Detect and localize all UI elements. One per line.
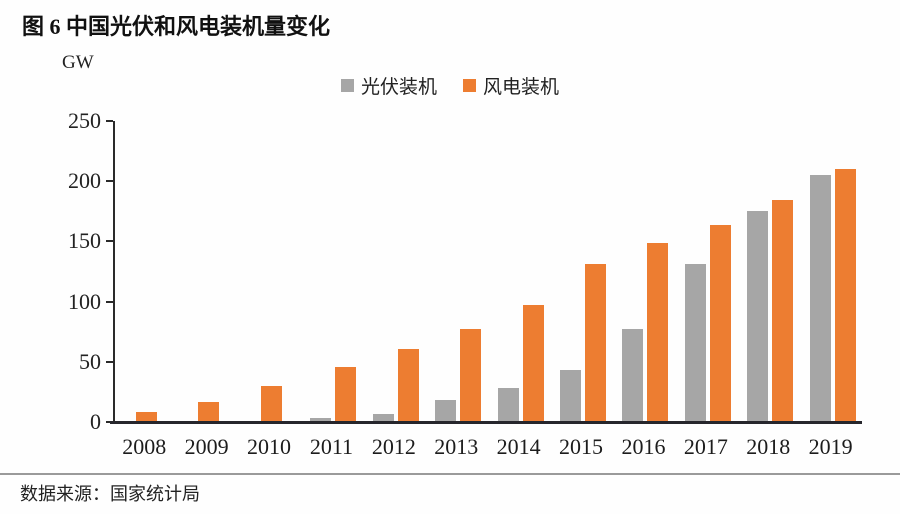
x-axis-label-2009: 2009 xyxy=(184,434,229,459)
bar-wind-2013 xyxy=(460,329,482,422)
x-axis-label-2019: 2019 xyxy=(808,434,853,459)
plot-area: 0 50 100 150 200 250 xyxy=(68,108,864,434)
x-axis-label-2018: 2018 xyxy=(746,434,791,459)
x-axis-label-2010: 2010 xyxy=(247,434,292,459)
legend-item-pv: 光伏装机 xyxy=(340,72,437,99)
bar-group-2015 xyxy=(560,121,607,422)
bar-pv-2019 xyxy=(809,175,831,422)
y-tick-mark xyxy=(106,421,113,423)
bar-group-2019 xyxy=(809,121,856,422)
bar-pv-2014 xyxy=(497,388,519,422)
bar-group-2009 xyxy=(185,121,232,422)
bar-pv-2018 xyxy=(747,211,769,422)
bar-group-2012 xyxy=(372,121,419,422)
x-axis-line xyxy=(110,421,862,424)
bar-wind-2016 xyxy=(647,242,669,422)
legend-item-wind: 风电装机 xyxy=(463,72,559,99)
bar-group-2018 xyxy=(747,121,794,422)
x-axis-labels: 2008 2009 2010 2011 2012 2013 2014 2015 2016 2017… xyxy=(113,434,862,460)
bar-group-2010 xyxy=(248,121,295,422)
y-axis-unit-label: GW xyxy=(62,52,94,73)
bar-wind-2009 xyxy=(198,401,220,422)
x-axis-label-2016: 2016 xyxy=(621,434,666,459)
y-tick-mark xyxy=(106,120,113,122)
x-axis-label-2008: 2008 xyxy=(122,434,167,459)
bar-wind-2010 xyxy=(260,385,282,422)
y-tick-label: 250 xyxy=(68,108,101,133)
figure-title: 图 6 中国光伏和风电装机量变化 xyxy=(22,14,331,39)
y-tick-label: 0 xyxy=(90,409,101,434)
bar-pv-2012 xyxy=(372,413,394,422)
source-text: 数据来源：国家统计局 xyxy=(20,484,200,504)
y-tick-mark xyxy=(106,300,113,303)
bar-wind-2014 xyxy=(522,305,544,422)
x-axis-label-2014: 2014 xyxy=(496,434,541,459)
bar-group-2017 xyxy=(684,121,731,422)
bar-group-2011 xyxy=(310,121,357,422)
legend-label-pv: 光伏装机 xyxy=(360,77,437,98)
legend-swatch-wind-icon xyxy=(463,79,476,92)
bar-wind-2019 xyxy=(834,169,856,422)
y-tick-label: 200 xyxy=(68,168,101,194)
bar-wind-2017 xyxy=(709,224,731,422)
bar-wind-2011 xyxy=(335,366,357,422)
y-tick-label: 100 xyxy=(68,288,101,314)
bar-group-2014 xyxy=(497,121,544,422)
bar-pv-2016 xyxy=(622,329,644,422)
bar-pv-2013 xyxy=(435,400,457,422)
bar-wind-2018 xyxy=(772,200,794,422)
x-axis-label-2015: 2015 xyxy=(559,434,604,459)
bar-wind-2012 xyxy=(397,348,419,422)
bar-pv-2017 xyxy=(684,264,706,422)
y-tick-label: 50 xyxy=(79,348,101,374)
y-tick-label: 150 xyxy=(68,228,101,254)
bar-wind-2015 xyxy=(585,264,607,422)
legend-label-wind: 风电装机 xyxy=(483,77,560,98)
bar-group-2013 xyxy=(435,121,482,422)
bar-group-2016 xyxy=(622,121,669,422)
y-tick-mark xyxy=(106,360,113,363)
bar-groups xyxy=(115,121,864,422)
footer-divider xyxy=(0,473,900,475)
legend-swatch-pv-icon xyxy=(340,79,354,92)
x-axis-label-2011: 2011 xyxy=(309,434,354,459)
y-tick-mark xyxy=(106,180,113,183)
bar-pv-2011 xyxy=(310,418,332,422)
x-axis-label-2012: 2012 xyxy=(371,434,416,459)
y-tick-mark xyxy=(106,240,113,243)
x-axis-label-2013: 2013 xyxy=(434,434,479,459)
legend: 光伏装机 风电装机 xyxy=(0,72,900,99)
bar-wind-2008 xyxy=(135,412,157,422)
bar-pv-2015 xyxy=(560,370,582,422)
bar-group-2008 xyxy=(123,121,170,422)
x-axis-label-2017: 2017 xyxy=(683,434,728,459)
